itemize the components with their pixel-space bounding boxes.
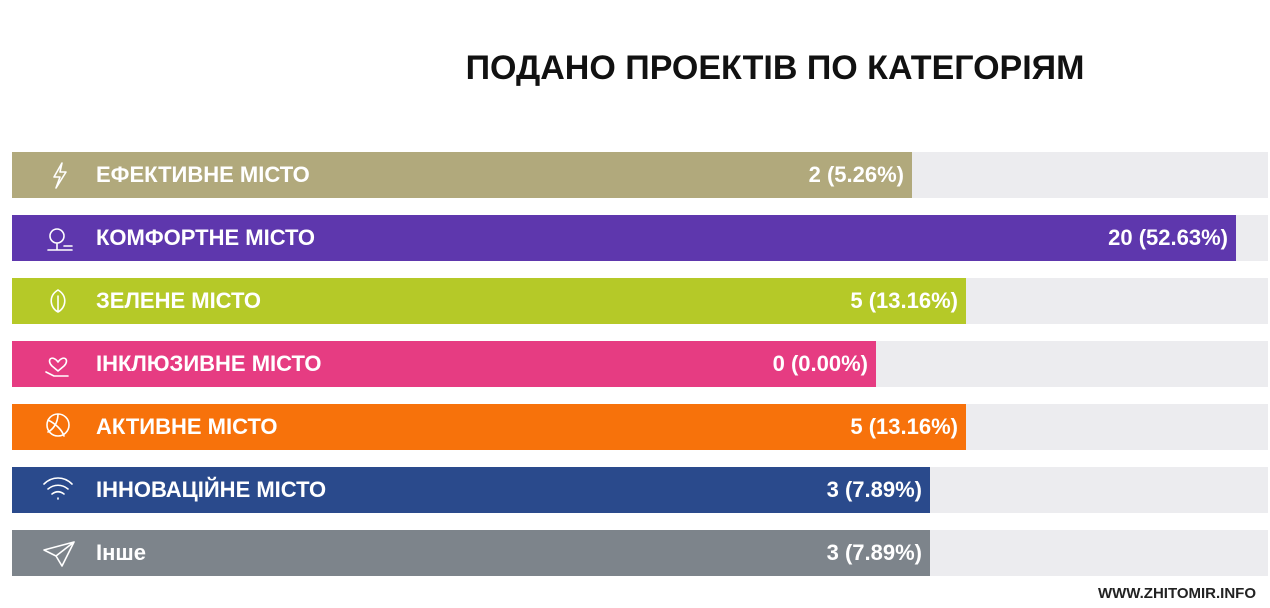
- value-label: 3 (7.89%): [827, 477, 922, 502]
- watermark: WWW.ZHITOMIR.INFO: [1098, 585, 1256, 602]
- category-icon: [45, 357, 69, 377]
- bar: [12, 341, 876, 387]
- category-icon: [53, 162, 67, 189]
- value-label: 3 (7.89%): [827, 540, 922, 565]
- chart-title: ПОДАНО ПРОЕКТІВ ПО КАТЕГОРІЯМ: [466, 49, 1085, 87]
- value-label: 20 (52.63%): [1108, 225, 1228, 250]
- category-label: ІННОВАЦІЙНЕ МІСТО: [96, 477, 326, 502]
- category-label: Інше: [96, 540, 146, 565]
- bar: [12, 467, 930, 513]
- value-label: 5 (13.16%): [850, 288, 958, 313]
- category-label: ІНКЛЮЗИВНЕ МІСТО: [96, 351, 322, 376]
- bar: [12, 215, 1236, 261]
- category-label: ЕФЕКТИВНЕ МІСТО: [96, 162, 310, 187]
- category-icon: [43, 541, 75, 567]
- category-icon: [46, 413, 70, 437]
- bar: [12, 152, 912, 198]
- category-icon: [43, 477, 73, 500]
- value-label: 5 (13.16%): [850, 414, 958, 439]
- bar: [12, 530, 930, 576]
- category-label: КОМФОРТНЕ МІСТО: [96, 225, 315, 250]
- category-label: ЗЕЛЕНЕ МІСТО: [96, 288, 261, 313]
- bar: [12, 404, 966, 450]
- category-icon: [50, 289, 66, 313]
- category-icon: [47, 228, 73, 251]
- value-label: 0 (0.00%): [773, 351, 868, 376]
- category-label: АКТИВНЕ МІСТО: [96, 414, 277, 439]
- bar: [12, 278, 966, 324]
- value-label: 2 (5.26%): [809, 162, 904, 187]
